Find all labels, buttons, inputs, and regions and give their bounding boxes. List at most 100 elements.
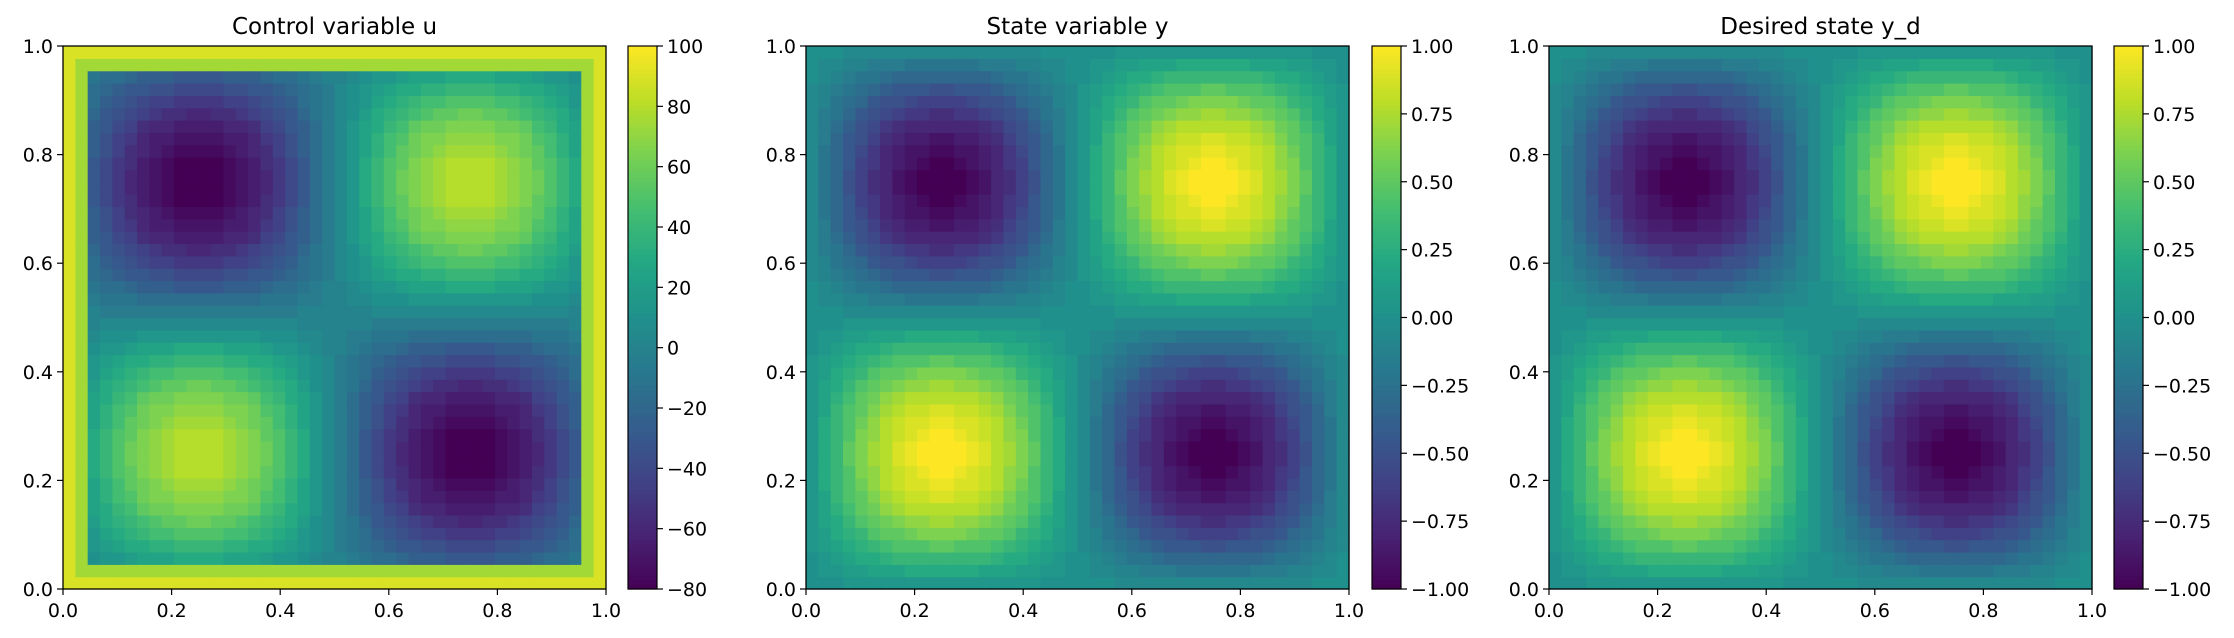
heatmap-cell [408,280,422,294]
heatmap-cell [954,564,968,578]
heatmap-cell [830,83,844,96]
heatmap-cell [457,194,471,208]
heatmap-cell [309,132,323,146]
heatmap-cell [1237,83,1251,96]
heatmap-cell [1102,576,1116,590]
heatmap-cell [408,440,422,454]
heatmap-cell [1549,305,1562,319]
heatmap-cell [568,120,582,133]
heatmap-cell [1139,46,1153,59]
heatmap-cell [929,95,943,109]
heatmap-cell [1274,354,1288,368]
heatmap-cell [75,46,89,59]
heatmap-cell [1660,514,1674,528]
heatmap-cell [137,416,150,430]
heatmap-cell [161,403,175,417]
colorbar-segment [628,331,657,337]
heatmap-cell [1586,70,1599,84]
heatmap-cell [1262,379,1276,393]
heatmap-cell [1586,58,1599,72]
heatmap-cell [285,280,299,294]
colorbar-segment [1372,362,1401,368]
heatmap-cell [408,243,422,257]
heatmap-cell [260,157,274,171]
heatmap-cell [1237,132,1251,146]
heatmap-cell [322,58,336,72]
heatmap-cell [1561,329,1575,343]
heatmap-cell [954,527,968,541]
heatmap-cell [1336,83,1350,96]
heatmap-cell [1126,231,1140,245]
heatmap-cell [198,218,212,232]
heatmap-cell [211,342,225,356]
heatmap-cell [1163,181,1177,195]
heatmap-cell [1635,403,1649,417]
heatmap-cell [531,107,545,121]
heatmap-cell [1028,46,1042,59]
colorbar-segment [628,64,657,70]
heatmap-cell [843,70,856,84]
heatmap-cell [1126,268,1140,282]
heatmap-cell [1311,292,1325,306]
heatmap-cell [1200,218,1214,232]
heatmap-cell [880,268,893,282]
colorbar-segment [1372,471,1401,477]
colorbar-tick-label: 60 [667,157,691,179]
heatmap-cell [1213,280,1227,294]
heatmap-cell [1287,280,1301,294]
heatmap-cell [1299,218,1313,232]
heatmap-cell [1573,70,1587,84]
colorbar-segment [628,294,657,301]
heatmap-cell [507,527,521,541]
heatmap-cell [174,329,188,343]
heatmap-cell [1052,366,1066,380]
heatmap-cell [855,280,869,294]
heatmap-cell [1635,305,1649,319]
heatmap-cell [383,502,397,516]
heatmap-cell [457,169,471,183]
heatmap-cell [1176,453,1190,467]
heatmap-cell [867,292,881,306]
heatmap-cell [420,70,434,84]
heatmap-cell [124,169,138,183]
heatmap-cell [272,181,286,195]
heatmap-cell [383,58,397,72]
heatmap-cell [1139,354,1153,368]
heatmap-cell [359,120,373,133]
heatmap-cell [1114,218,1128,232]
heatmap-cell [593,83,607,96]
heatmap-cell [137,292,150,306]
heatmap-cell [285,576,299,590]
heatmap-cell [161,514,175,528]
heatmap-cell [1250,132,1264,146]
heatmap-cell [112,477,126,491]
heatmap-cell [260,169,274,183]
heatmap-cell [1262,169,1276,183]
heatmap-cell [941,514,955,528]
heatmap-cell [1126,46,1140,59]
heatmap-cell [544,305,558,319]
heatmap-cell [1003,83,1017,96]
colorbar-segment [1372,426,1401,432]
heatmap-cell [593,576,607,590]
heatmap-cell [1065,46,1079,59]
heatmap-cell [966,231,980,245]
heatmap-cell [1176,477,1190,491]
heatmap-cell [1660,194,1674,208]
heatmap-cell [1324,453,1338,467]
colorbar-segment [1372,503,1401,509]
heatmap-cell [1598,502,1612,516]
heatmap-cell [1610,329,1624,343]
heatmap-cell [248,132,262,146]
heatmap-cell [1324,514,1338,528]
heatmap-cell [1311,255,1325,269]
heatmap-cell [433,268,447,282]
heatmap-cell [917,292,931,306]
heatmap-cell [445,206,459,220]
heatmap-cell [855,477,869,491]
heatmap-cell [978,132,992,146]
heatmap-cell [1151,169,1165,183]
heatmap-cell [396,132,410,146]
heatmap-cell [285,255,299,269]
heatmap-cell [223,329,237,343]
